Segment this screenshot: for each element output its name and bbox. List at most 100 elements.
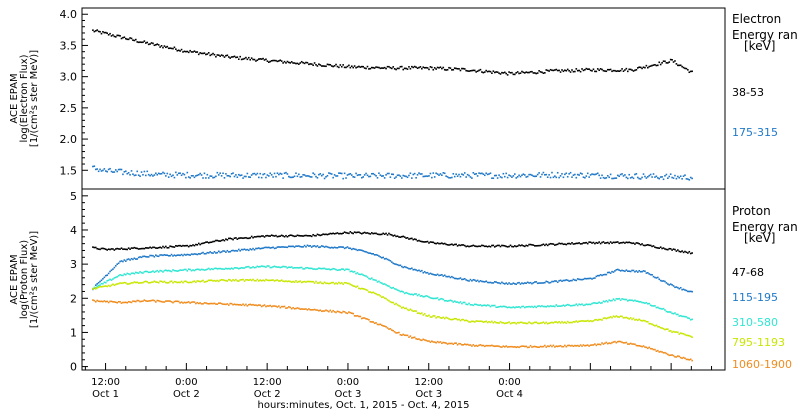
data-point [276,266,279,268]
data-point [433,176,436,178]
data-point [355,172,357,175]
data-point [262,173,264,176]
data-point [226,268,229,270]
data-point [229,175,231,178]
data-point [185,280,187,283]
data-point [339,172,342,175]
data-point [664,328,666,331]
data-point [273,235,276,237]
data-point [252,303,254,306]
data-point [641,176,643,179]
data-point [438,341,440,344]
data-point [556,243,559,246]
data-point [338,281,340,284]
data-point [346,268,349,271]
data-point [615,177,618,179]
data-point [278,305,280,307]
data-point [229,57,231,59]
data-point [106,285,109,288]
data-point [175,48,177,50]
data-point [279,246,282,248]
data-point [350,232,353,234]
data-point [609,68,612,71]
data-point [386,299,389,301]
data-point [233,237,236,240]
data-point [372,278,375,281]
data-point [270,305,273,308]
data-point [365,288,367,291]
data-point [305,308,307,310]
data-point [411,237,413,240]
data-point [668,247,671,250]
data-point [240,304,243,307]
data-point [152,270,154,272]
data-point [237,280,240,282]
data-point [403,307,406,310]
data-point [116,263,119,266]
data-point [599,177,602,179]
data-point [165,46,167,49]
data-point [93,165,96,168]
data-point [502,72,505,74]
data-point [496,71,499,73]
data-point [524,282,526,284]
data-point [498,305,500,308]
data-point [330,281,333,284]
data-point [213,176,216,179]
data-point [262,57,264,60]
data-point [183,50,186,53]
data-point [659,350,662,353]
data-point [589,303,592,306]
data-point [313,308,316,311]
data-point [473,173,476,176]
data-point [423,175,426,178]
data-point [249,248,252,250]
data-point [581,173,583,175]
data-point [117,300,120,303]
data-point [455,317,457,320]
data-point [104,300,107,303]
data-point [612,341,615,343]
data-point [163,246,166,249]
data-point [513,173,516,175]
data-point [678,287,681,290]
data-point [534,72,536,74]
data-point [308,175,310,177]
data-point [569,171,572,174]
data-point [535,245,538,247]
data-point [395,332,397,334]
data-point [103,31,106,34]
data-point [679,175,682,178]
data-point [189,268,191,271]
data-point [283,280,286,283]
data-point [107,248,110,250]
data-point [97,30,100,33]
data-point [608,68,610,71]
data-point [247,56,250,59]
data-point [485,245,487,248]
data-point [542,321,545,323]
data-point [594,277,596,279]
x-tick-day-label: Oct 2 [173,389,200,400]
data-point [260,235,263,237]
data-point [473,321,476,323]
data-point [293,246,296,248]
data-point [483,281,486,283]
data-point [153,271,156,274]
data-point [667,62,669,64]
data-point [109,278,111,281]
data-point [536,322,539,325]
data-point [691,252,693,254]
data-point [222,268,224,270]
data-point [162,245,164,248]
data-point [359,232,362,234]
data-point [107,279,110,282]
y-tick-label: 5 [70,190,77,203]
data-point [445,69,447,71]
data-point [270,174,273,176]
data-point [279,306,282,309]
data-point [629,342,632,345]
data-point [253,279,256,282]
data-point [478,320,480,323]
data-point [598,241,600,243]
